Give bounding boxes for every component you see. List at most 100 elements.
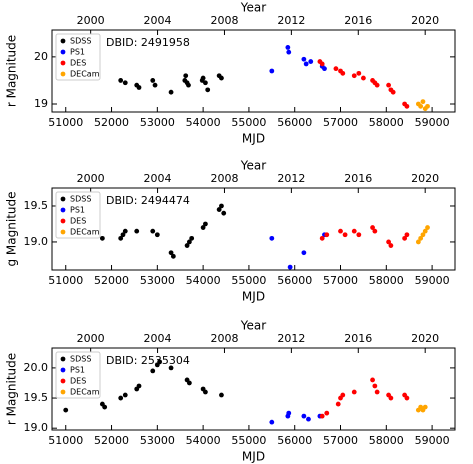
data-point <box>285 45 291 50</box>
data-point <box>404 395 410 401</box>
y-tick-label: 20.0 <box>24 361 49 374</box>
annotation: DBID: 2494474 <box>106 194 190 207</box>
x2-tick-label: 2016 <box>344 172 372 185</box>
x2-tick-label: 2020 <box>411 172 439 185</box>
x2-tick-label: 2000 <box>77 14 105 27</box>
legend-label: DES <box>70 217 86 226</box>
data-point <box>219 392 224 398</box>
x-tick-label: 51000 <box>48 116 83 129</box>
data-point <box>402 235 408 241</box>
y-tick-label: 19.0 <box>24 421 49 434</box>
x-tick-label: 52000 <box>94 274 129 287</box>
x2-tick-label: 2008 <box>210 14 238 27</box>
data-point <box>122 80 128 86</box>
data-point <box>219 203 224 209</box>
data-point <box>136 85 142 90</box>
data-point <box>150 368 156 374</box>
x-tick-label: 56000 <box>277 116 312 129</box>
y-tick-label: 19.0 <box>24 235 49 248</box>
legend-box <box>55 191 101 239</box>
x-tick-label: 51000 <box>48 434 83 447</box>
x-tick-label: 58000 <box>369 434 404 447</box>
x2-axis-label: Year <box>240 319 266 333</box>
data-point <box>319 61 325 67</box>
data-point <box>186 239 192 245</box>
x2-tick-label: 2008 <box>210 332 238 345</box>
data-point <box>122 392 128 398</box>
x2-tick-label: 2008 <box>210 172 238 185</box>
legend-box <box>55 351 101 399</box>
x-tick-label: 55000 <box>231 274 266 287</box>
x-tick-label: 57000 <box>323 116 358 129</box>
data-point <box>374 82 380 88</box>
x-tick-label: 59000 <box>415 434 450 447</box>
data-point <box>388 243 394 248</box>
legend-marker <box>60 196 66 202</box>
x-tick-label: 55000 <box>231 116 266 129</box>
x-tick-label: 56000 <box>277 434 312 447</box>
data-point <box>219 75 224 81</box>
data-point <box>286 410 292 416</box>
data-point <box>425 103 430 109</box>
legend-label: DES <box>70 59 86 68</box>
legend-marker <box>60 49 66 55</box>
legend-marker <box>60 207 66 213</box>
data-point <box>203 221 208 227</box>
x-tick-label: 53000 <box>140 274 175 287</box>
data-point <box>200 75 206 81</box>
annotation: DBID: 2491958 <box>106 36 190 49</box>
data-point <box>356 70 362 76</box>
y-axis-label: r Magnitude <box>5 353 19 425</box>
data-point <box>168 89 174 95</box>
data-point <box>216 207 222 212</box>
data-point <box>338 228 343 234</box>
x2-tick-label: 2004 <box>144 14 172 27</box>
data-point <box>189 235 195 241</box>
legend-marker <box>60 71 66 77</box>
data-point <box>319 235 325 241</box>
data-point <box>200 225 206 230</box>
data-point <box>386 239 391 245</box>
legend-label: DECam <box>70 70 100 79</box>
data-point <box>415 239 421 245</box>
data-point <box>150 228 156 234</box>
data-point <box>324 232 330 238</box>
data-point <box>420 232 426 238</box>
legend-box <box>55 33 101 81</box>
data-point <box>301 56 307 62</box>
x-tick-label: 59000 <box>415 116 450 129</box>
data-point <box>390 89 396 95</box>
y-axis-label: r Magnitude <box>5 35 19 107</box>
legend-marker <box>60 367 66 373</box>
x2-axis-label: Year <box>240 1 266 15</box>
x-tick-label: 55000 <box>231 434 266 447</box>
data-point <box>351 389 357 395</box>
legend-label: SDSS <box>70 195 91 204</box>
data-point <box>404 103 410 109</box>
x-tick-label: 59000 <box>415 274 450 287</box>
data-point <box>324 410 330 416</box>
x-tick-label: 57000 <box>323 434 358 447</box>
legend-label: PS1 <box>70 366 85 375</box>
data-point <box>386 82 391 88</box>
data-point <box>120 232 126 238</box>
annotation: DBID: 2535304 <box>106 354 190 367</box>
data-point <box>221 210 227 216</box>
x2-axis-label: Year <box>240 159 266 173</box>
data-point <box>404 232 410 238</box>
data-point <box>63 407 69 413</box>
data-point <box>186 380 192 386</box>
data-point <box>422 228 428 234</box>
x-tick-label: 52000 <box>94 434 129 447</box>
x2-tick-label: 2000 <box>77 172 105 185</box>
data-point <box>118 395 124 401</box>
legend-label: DECam <box>70 228 100 237</box>
x-axis-label: MJD <box>242 290 265 304</box>
data-point <box>102 404 108 410</box>
x-tick-label: 53000 <box>140 116 175 129</box>
data-point <box>168 250 174 256</box>
data-point <box>340 70 346 76</box>
data-point <box>361 75 366 81</box>
data-point <box>134 228 140 234</box>
plot-frame <box>51 29 456 113</box>
